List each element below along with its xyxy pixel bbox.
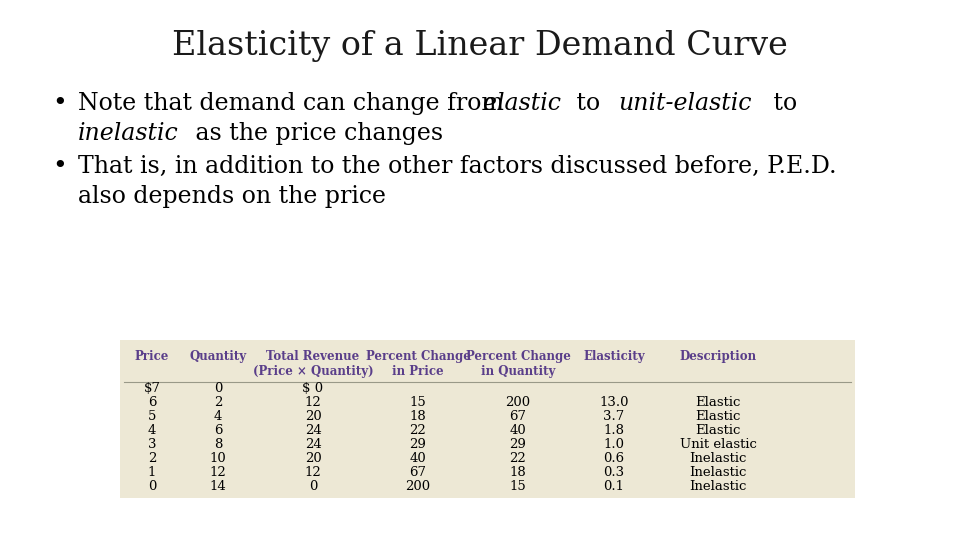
Text: 22: 22 — [410, 424, 426, 437]
Text: 22: 22 — [510, 453, 526, 465]
Text: 4: 4 — [214, 410, 222, 423]
Text: Elasticity of a Linear Demand Curve: Elasticity of a Linear Demand Curve — [172, 30, 788, 62]
Text: 6: 6 — [148, 396, 156, 409]
Text: •: • — [52, 92, 67, 115]
Text: Description: Description — [680, 350, 756, 363]
Text: as the price changes: as the price changes — [188, 122, 444, 145]
Text: 29: 29 — [410, 438, 426, 451]
Text: •: • — [52, 155, 67, 178]
Text: also depends on the price: also depends on the price — [78, 185, 386, 208]
Text: unit-elastic: unit-elastic — [618, 92, 752, 115]
Text: 0: 0 — [148, 481, 156, 494]
Text: 29: 29 — [510, 438, 526, 451]
Text: Price: Price — [134, 350, 169, 363]
Text: 12: 12 — [209, 467, 227, 480]
Text: inelastic: inelastic — [78, 122, 179, 145]
Text: 1.0: 1.0 — [604, 438, 625, 451]
Text: Inelastic: Inelastic — [689, 481, 747, 494]
Text: Percent Change
in Quantity: Percent Change in Quantity — [466, 350, 570, 378]
Text: 13.0: 13.0 — [599, 396, 629, 409]
Text: 15: 15 — [410, 396, 426, 409]
Text: 2: 2 — [214, 396, 222, 409]
Text: 20: 20 — [304, 453, 322, 465]
Text: That is, in addition to the other factors discussed before, P.E.D.: That is, in addition to the other factor… — [78, 155, 836, 178]
Text: Unit elastic: Unit elastic — [680, 438, 756, 451]
Text: 24: 24 — [304, 438, 322, 451]
Text: 0.6: 0.6 — [604, 453, 625, 465]
Text: 0.1: 0.1 — [604, 481, 625, 494]
Text: 18: 18 — [410, 410, 426, 423]
Text: 10: 10 — [209, 453, 227, 465]
Text: 6: 6 — [214, 424, 223, 437]
Text: 5: 5 — [148, 410, 156, 423]
Text: Total Revenue
(Price × Quantity): Total Revenue (Price × Quantity) — [252, 350, 373, 378]
Text: Elasticity: Elasticity — [583, 350, 645, 363]
Text: 0.3: 0.3 — [604, 467, 625, 480]
Text: Quantity: Quantity — [189, 350, 247, 363]
Text: 1.8: 1.8 — [604, 424, 625, 437]
Text: 0: 0 — [214, 382, 222, 395]
Text: 12: 12 — [304, 467, 322, 480]
Text: 4: 4 — [148, 424, 156, 437]
Text: 12: 12 — [304, 396, 322, 409]
Text: Note that demand can change from: Note that demand can change from — [78, 92, 512, 115]
Text: 0: 0 — [309, 481, 317, 494]
Text: 200: 200 — [405, 481, 431, 494]
Text: to: to — [569, 92, 608, 115]
Text: to: to — [765, 92, 797, 115]
Text: 2: 2 — [148, 453, 156, 465]
Text: 3.7: 3.7 — [604, 410, 625, 423]
Text: elastic: elastic — [483, 92, 562, 115]
Text: 40: 40 — [410, 453, 426, 465]
Text: 40: 40 — [510, 424, 526, 437]
Text: Elastic: Elastic — [695, 424, 741, 437]
Text: $ 0: $ 0 — [302, 382, 324, 395]
Text: 67: 67 — [410, 467, 426, 480]
Text: Percent Change
in Price: Percent Change in Price — [366, 350, 470, 378]
Text: 20: 20 — [304, 410, 322, 423]
Text: 14: 14 — [209, 481, 227, 494]
Text: Inelastic: Inelastic — [689, 467, 747, 480]
Text: Inelastic: Inelastic — [689, 453, 747, 465]
Text: 200: 200 — [505, 396, 531, 409]
Text: 3: 3 — [148, 438, 156, 451]
Text: 18: 18 — [510, 467, 526, 480]
Text: 67: 67 — [510, 410, 526, 423]
Text: 24: 24 — [304, 424, 322, 437]
Text: Elastic: Elastic — [695, 396, 741, 409]
Text: 8: 8 — [214, 438, 222, 451]
FancyBboxPatch shape — [120, 340, 855, 498]
Text: 1: 1 — [148, 467, 156, 480]
Text: $7: $7 — [143, 382, 160, 395]
Text: 15: 15 — [510, 481, 526, 494]
Text: Elastic: Elastic — [695, 410, 741, 423]
